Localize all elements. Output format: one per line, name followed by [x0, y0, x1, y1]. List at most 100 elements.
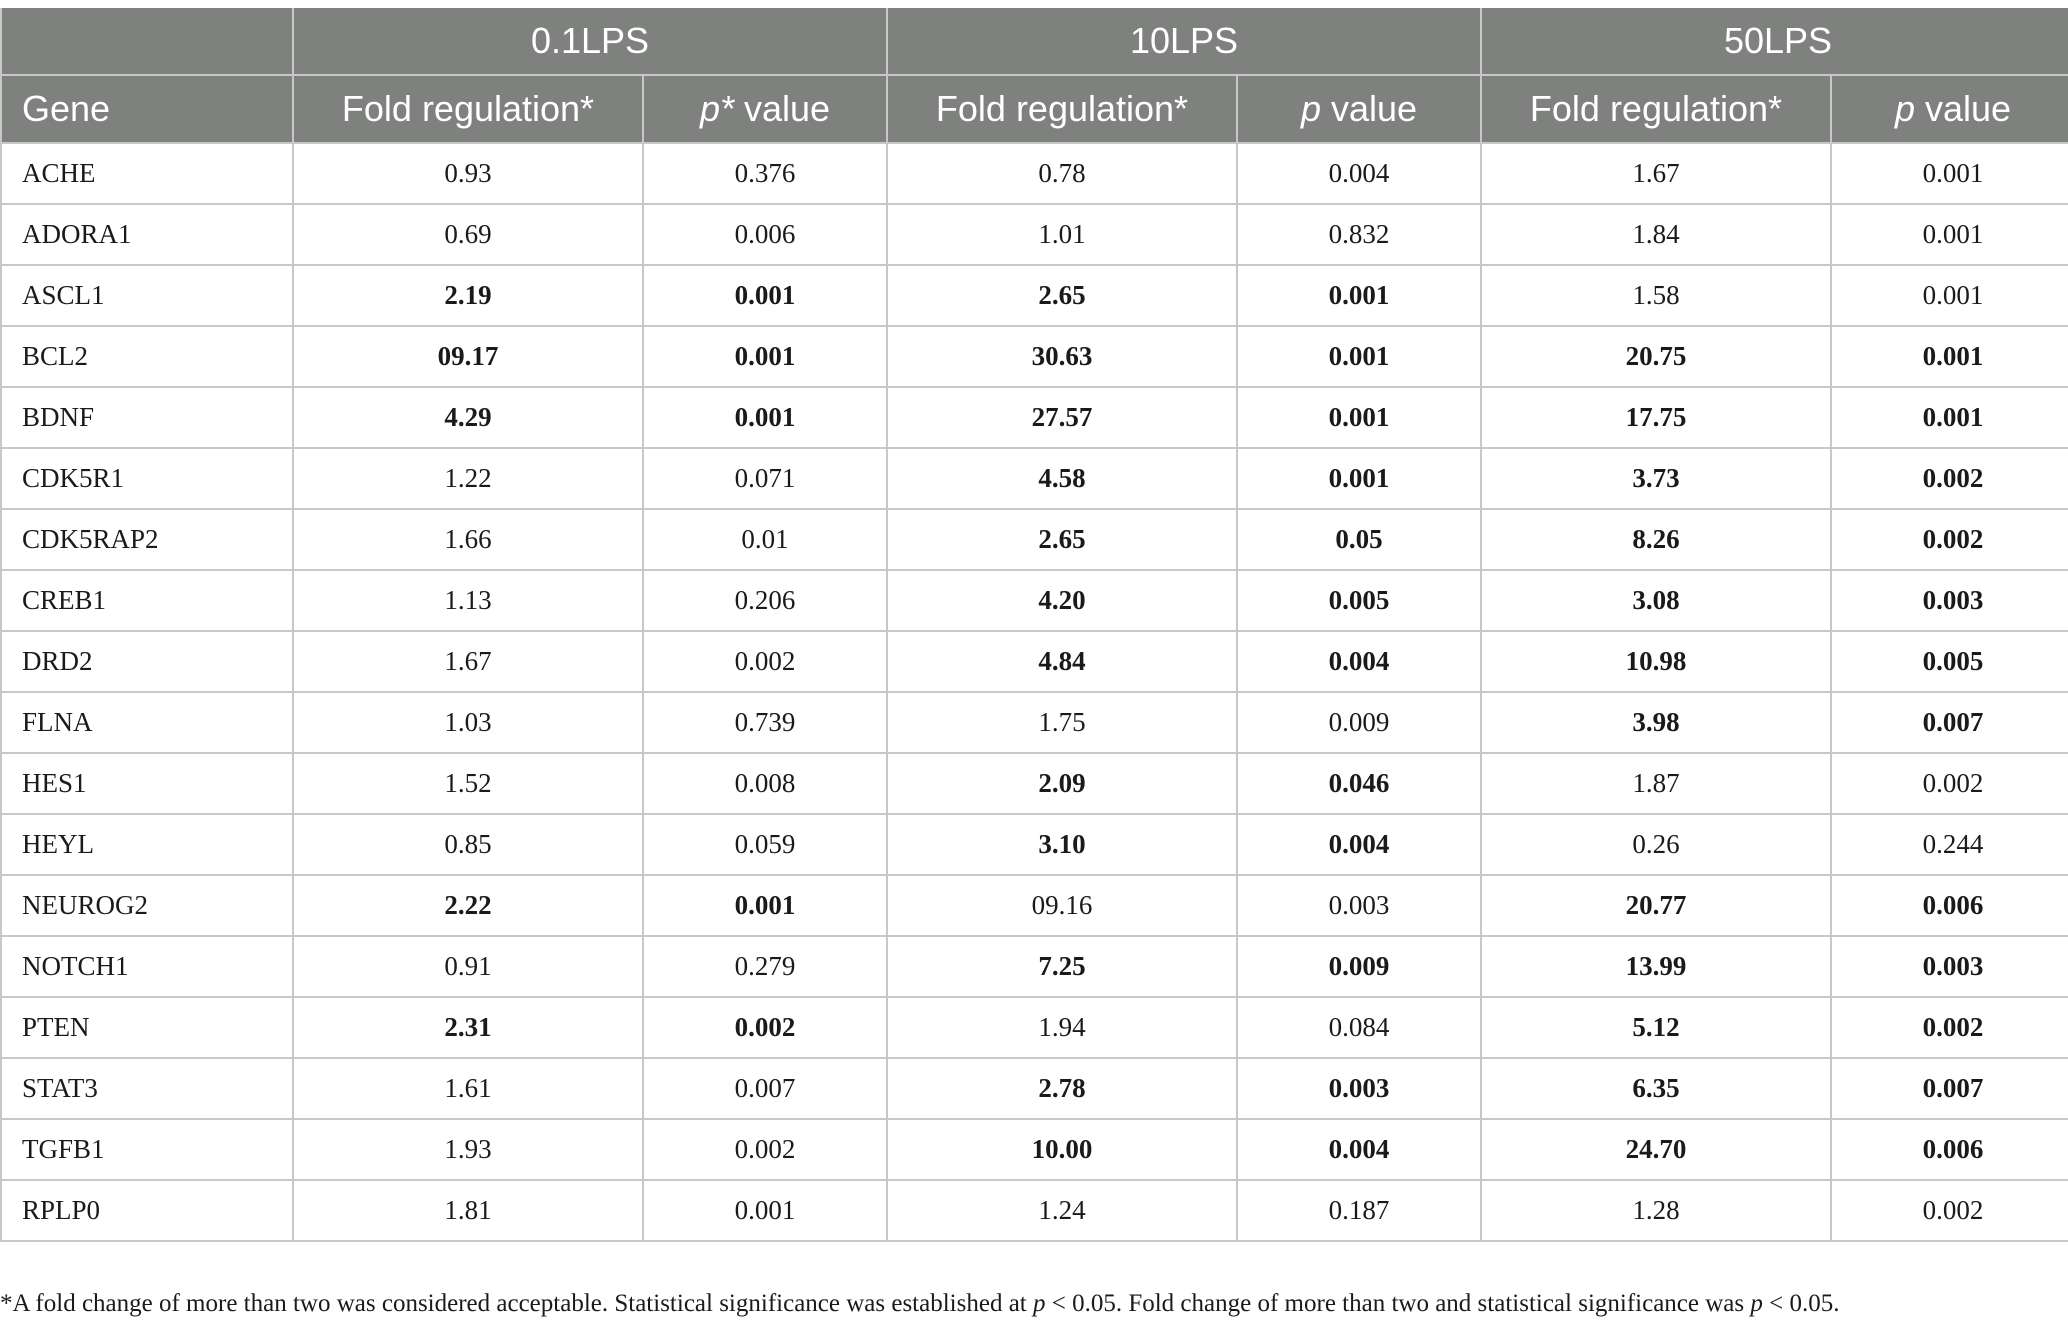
p-value-cell: 0.01: [642, 508, 888, 571]
gene-expression-table: 0.1LPS 10LPS 50LPS Gene Fold regulation*…: [0, 8, 2068, 1242]
gene-name-cell: BCL2: [0, 325, 294, 388]
p-value-cell: 0.002: [1830, 447, 2068, 510]
p-value-cell: 0.002: [642, 996, 888, 1059]
fold-regulation-cell: 20.77: [1480, 874, 1832, 937]
fold-regulation-cell: 7.25: [886, 935, 1238, 998]
fold-regulation-cell: 0.93: [292, 142, 644, 205]
gene-name-cell: ASCL1: [0, 264, 294, 327]
p-value-cell: 0.001: [1236, 264, 1482, 327]
fold-regulation-cell: 09.16: [886, 874, 1238, 937]
fold-regulation-cell: 1.28: [1480, 1179, 1832, 1242]
fold-regulation-cell: 2.65: [886, 508, 1238, 571]
fold-regulation-cell: 10.98: [1480, 630, 1832, 693]
table-row: CDK5RAP2 1.66 0.01 2.65 0.05 8.26 0.002: [0, 508, 2068, 571]
gene-name-cell: FLNA: [0, 691, 294, 754]
table-row: TGFB1 1.93 0.002 10.00 0.004 24.70 0.006: [0, 1118, 2068, 1181]
table-row: NOTCH1 0.91 0.279 7.25 0.009 13.99 0.003: [0, 935, 2068, 998]
fold-regulation-cell: 1.13: [292, 569, 644, 632]
p-value-cell: 0.001: [1830, 325, 2068, 388]
p-value-cell: 0.001: [1830, 264, 2068, 327]
p-value-cell: 0.004: [1236, 813, 1482, 876]
gene-name-cell: CDK5RAP2: [0, 508, 294, 571]
fold-regulation-cell: 4.20: [886, 569, 1238, 632]
gene-name-cell: CDK5R1: [0, 447, 294, 510]
fold-regulation-cell: 1.81: [292, 1179, 644, 1242]
p-value-cell: 0.007: [642, 1057, 888, 1120]
gene-expression-table-container: 0.1LPS 10LPS 50LPS Gene Fold regulation*…: [0, 8, 2068, 1242]
fold-regulation-cell: 0.69: [292, 203, 644, 266]
table-row: ASCL1 2.19 0.001 2.65 0.001 1.58 0.001: [0, 264, 2068, 327]
fold-regulation-cell: 4.84: [886, 630, 1238, 693]
table-row: CREB1 1.13 0.206 4.20 0.005 3.08 0.003: [0, 569, 2068, 632]
p-value-cell: 0.001: [1830, 142, 2068, 205]
fold-regulation-cell: 3.10: [886, 813, 1238, 876]
p-value-cell: 0.001: [1830, 203, 2068, 266]
p-value-cell: 0.001: [642, 874, 888, 937]
fold-regulation-cell: 5.12: [1480, 996, 1832, 1059]
table-row: HEYL 0.85 0.059 3.10 0.004 0.26 0.244: [0, 813, 2068, 876]
footnote-text-3: < 0.05.: [1762, 1290, 1840, 1317]
group-header-50lps: 50LPS: [1480, 8, 2068, 76]
fold-regulation-cell: 27.57: [886, 386, 1238, 449]
fold-regulation-cell: 2.31: [292, 996, 644, 1059]
p-value-cell: 0.002: [642, 630, 888, 693]
fold-regulation-cell: 1.93: [292, 1118, 644, 1181]
column-header-fold-0.1lps: Fold regulation*: [292, 75, 644, 143]
p-value-cell: 0.001: [1236, 447, 1482, 510]
table-row: BCL2 09.17 0.001 30.63 0.001 20.75 0.001: [0, 325, 2068, 388]
gene-name-cell: NOTCH1: [0, 935, 294, 998]
fold-regulation-cell: 1.01: [886, 203, 1238, 266]
p-value-cell: 0.002: [1830, 1179, 2068, 1242]
gene-name-cell: NEUROG2: [0, 874, 294, 937]
header-empty-cell: [0, 8, 294, 76]
fold-regulation-cell: 0.78: [886, 142, 1238, 205]
p-value-cell: 0.002: [642, 1118, 888, 1181]
p-value-cell: 0.832: [1236, 203, 1482, 266]
p-value-cell: 0.279: [642, 935, 888, 998]
table-row: STAT3 1.61 0.007 2.78 0.003 6.35 0.007: [0, 1057, 2068, 1120]
group-header-0.1lps: 0.1LPS: [292, 8, 888, 76]
fold-regulation-cell: 09.17: [292, 325, 644, 388]
table-body: ACHE 0.93 0.376 0.78 0.004 1.67 0.001 ADORA1 0.6…: [0, 142, 2068, 1242]
p-value-cell: 0.001: [1236, 325, 1482, 388]
fold-regulation-cell: 1.87: [1480, 752, 1832, 815]
p-symbol: p*: [699, 88, 734, 129]
column-header-row: Gene Fold regulation* p* value Fold regu…: [0, 75, 2068, 143]
gene-name-cell: HEYL: [0, 813, 294, 876]
p-value-cell: 0.006: [1830, 1118, 2068, 1181]
fold-regulation-cell: 2.22: [292, 874, 644, 937]
gene-name-cell: BDNF: [0, 386, 294, 449]
p-value-cell: 0.006: [1830, 874, 2068, 937]
gene-name-cell: DRD2: [0, 630, 294, 693]
p-value-cell: 0.005: [1830, 630, 2068, 693]
table-row: BDNF 4.29 0.001 27.57 0.001 17.75 0.001: [0, 386, 2068, 449]
fold-regulation-cell: 1.24: [886, 1179, 1238, 1242]
fold-regulation-cell: 8.26: [1480, 508, 1832, 571]
p-value-cell: 0.004: [1236, 142, 1482, 205]
value-label: value: [733, 88, 831, 129]
p-value-cell: 0.003: [1830, 935, 2068, 998]
gene-name-cell: STAT3: [0, 1057, 294, 1120]
footnote-text-1: *A fold change of more than two was cons…: [0, 1290, 1033, 1317]
p-value-cell: 0.001: [642, 325, 888, 388]
fold-regulation-cell: 17.75: [1480, 386, 1832, 449]
table-row: NEUROG2 2.22 0.001 09.16 0.003 20.77 0.006: [0, 874, 2068, 937]
table-footnote: *A fold change of more than two was cons…: [0, 1290, 2068, 1318]
fold-regulation-cell: 0.91: [292, 935, 644, 998]
p-value-cell: 0.003: [1236, 874, 1482, 937]
p-value-cell: 0.002: [1830, 996, 2068, 1059]
gene-name-cell: CREB1: [0, 569, 294, 632]
column-header-gene: Gene: [0, 75, 294, 143]
table-row: ADORA1 0.69 0.006 1.01 0.832 1.84 0.001: [0, 203, 2068, 266]
p-value-cell: 0.002: [1830, 508, 2068, 571]
column-header-p-10lps: p value: [1236, 75, 1482, 143]
p-value-cell: 0.007: [1830, 691, 2068, 754]
p-value-cell: 0.739: [642, 691, 888, 754]
p-value-cell: 0.009: [1236, 691, 1482, 754]
column-header-p-0.1lps: p* value: [642, 75, 888, 143]
p-value-cell: 0.006: [642, 203, 888, 266]
value-label: value: [1320, 88, 1418, 129]
group-header-10lps: 10LPS: [886, 8, 1482, 76]
p-value-cell: 0.005: [1236, 569, 1482, 632]
fold-regulation-cell: 30.63: [886, 325, 1238, 388]
